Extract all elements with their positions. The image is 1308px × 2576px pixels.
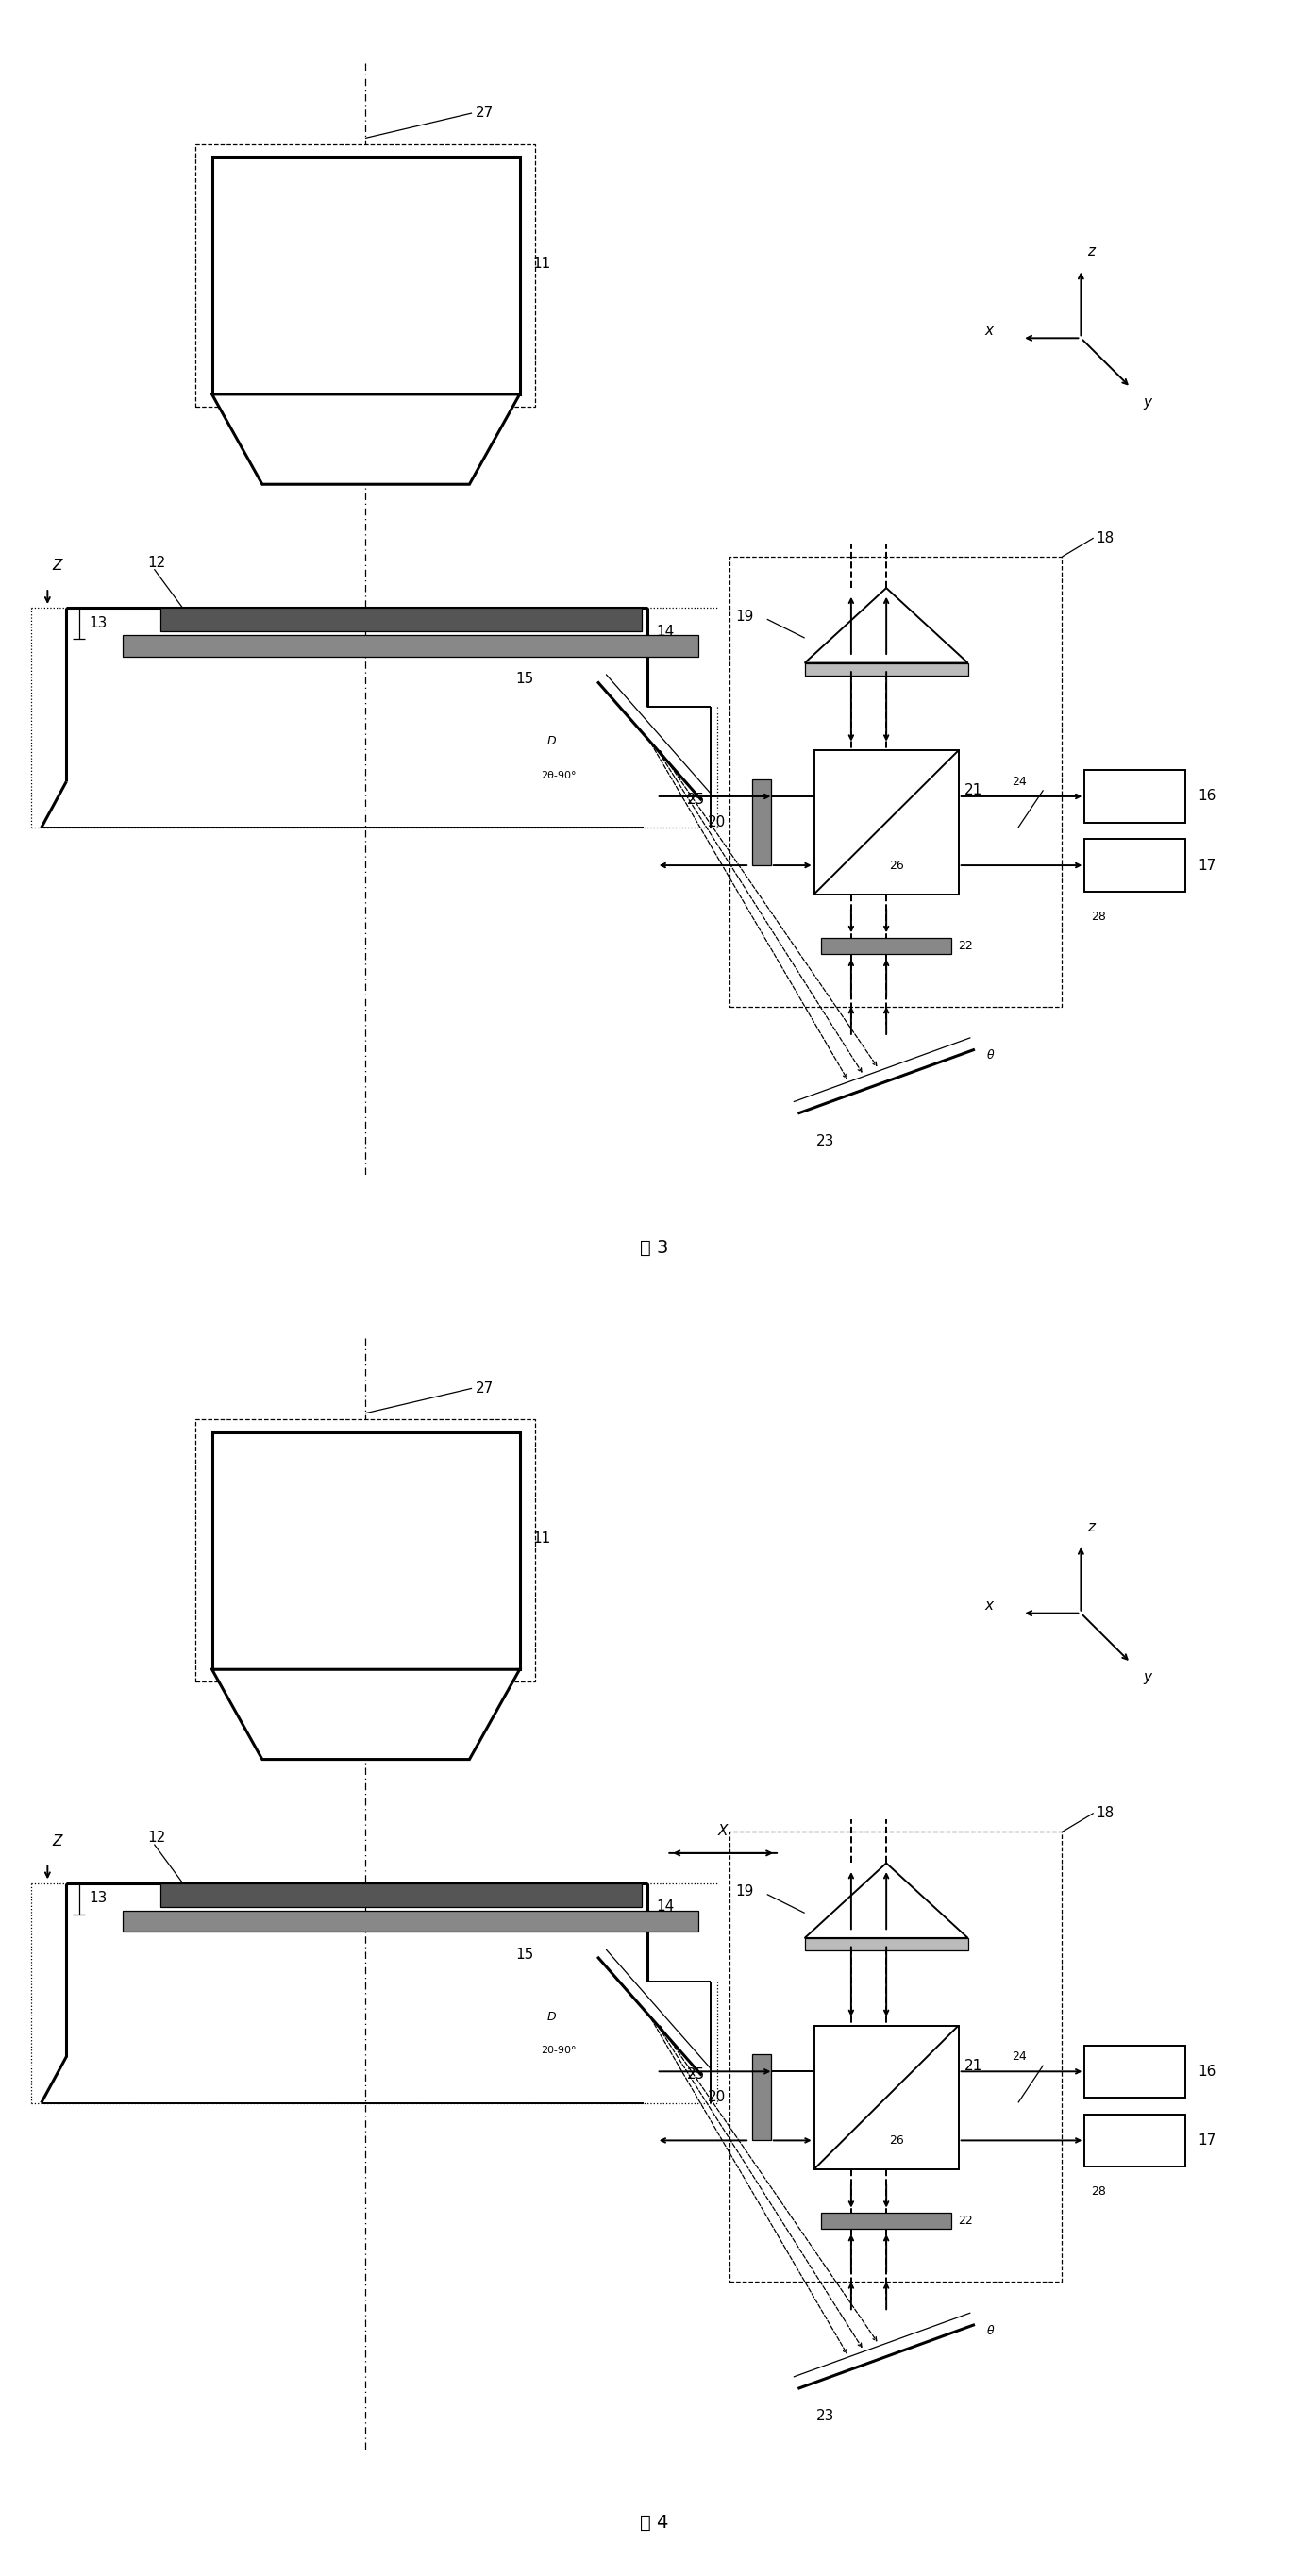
Text: 15: 15 bbox=[515, 672, 534, 685]
Text: x: x bbox=[985, 325, 993, 337]
Text: 23: 23 bbox=[816, 2409, 835, 2424]
Bar bbox=[212, 1432, 519, 1669]
Text: 15: 15 bbox=[515, 1947, 534, 1960]
Polygon shape bbox=[804, 1862, 968, 1937]
Bar bbox=[730, 556, 1062, 1007]
Bar bbox=[212, 157, 519, 394]
Text: 28: 28 bbox=[1091, 2184, 1107, 2197]
Text: 24: 24 bbox=[1012, 2050, 1027, 2063]
Bar bbox=[123, 636, 698, 657]
Text: 13: 13 bbox=[89, 616, 107, 631]
Text: 图 3: 图 3 bbox=[640, 1239, 668, 1257]
Text: 19: 19 bbox=[735, 1886, 753, 1899]
Text: z: z bbox=[1087, 245, 1095, 260]
Text: 24: 24 bbox=[1012, 775, 1027, 788]
Text: 图 4: 图 4 bbox=[640, 2514, 668, 2532]
Bar bbox=[196, 144, 535, 407]
Text: D: D bbox=[547, 737, 556, 747]
Text: 22: 22 bbox=[957, 2215, 972, 2228]
Text: θ: θ bbox=[988, 2324, 994, 2336]
Text: 20: 20 bbox=[708, 814, 726, 829]
Text: 12: 12 bbox=[148, 1832, 166, 1844]
Text: 2θ-90°: 2θ-90° bbox=[542, 770, 577, 781]
Bar bbox=[196, 1419, 535, 1682]
Text: 11: 11 bbox=[532, 258, 551, 270]
Text: D: D bbox=[547, 2012, 556, 2022]
Bar bbox=[1084, 840, 1185, 891]
Text: 14: 14 bbox=[657, 623, 675, 639]
Text: Z: Z bbox=[52, 559, 63, 572]
Text: 26: 26 bbox=[889, 2136, 904, 2146]
Text: 17: 17 bbox=[1198, 858, 1216, 873]
Bar bbox=[814, 2025, 959, 2169]
Text: 14: 14 bbox=[657, 1899, 675, 1914]
Text: z: z bbox=[1087, 1520, 1095, 1535]
Bar bbox=[804, 662, 968, 675]
Text: 16: 16 bbox=[1198, 788, 1216, 804]
Text: y: y bbox=[1143, 397, 1152, 410]
Text: 17: 17 bbox=[1198, 2133, 1216, 2148]
Bar bbox=[821, 938, 951, 953]
Text: 21: 21 bbox=[965, 783, 982, 799]
Text: 25: 25 bbox=[687, 2069, 705, 2081]
Text: 25: 25 bbox=[687, 793, 705, 806]
Text: 27: 27 bbox=[476, 106, 494, 121]
Bar bbox=[161, 608, 641, 631]
Bar bbox=[814, 750, 959, 894]
Text: X: X bbox=[718, 1824, 729, 1837]
Text: 18: 18 bbox=[1096, 531, 1114, 546]
Text: 27: 27 bbox=[476, 1381, 494, 1396]
Text: 12: 12 bbox=[148, 556, 166, 569]
Text: 26: 26 bbox=[889, 860, 904, 871]
Text: 16: 16 bbox=[1198, 2063, 1216, 2079]
Bar bbox=[730, 1832, 1062, 2282]
Bar bbox=[821, 2213, 951, 2228]
Bar bbox=[752, 2053, 770, 2141]
Polygon shape bbox=[212, 1669, 519, 1759]
Text: 2θ-90°: 2θ-90° bbox=[542, 2045, 577, 2056]
Bar bbox=[1084, 2115, 1185, 2166]
Text: 28: 28 bbox=[1091, 909, 1107, 922]
Text: θ: θ bbox=[988, 1048, 994, 1061]
Bar bbox=[804, 1937, 968, 1950]
Text: Z: Z bbox=[52, 1834, 63, 1847]
Bar bbox=[123, 1911, 698, 1932]
Polygon shape bbox=[212, 394, 519, 484]
Text: x: x bbox=[985, 1600, 993, 1613]
Text: 20: 20 bbox=[708, 2089, 726, 2105]
Text: 13: 13 bbox=[89, 1891, 107, 1906]
Text: 21: 21 bbox=[965, 2058, 982, 2074]
Text: 11: 11 bbox=[532, 1533, 551, 1546]
Text: 22: 22 bbox=[957, 940, 972, 953]
Bar bbox=[161, 1883, 641, 1906]
Text: 18: 18 bbox=[1096, 1806, 1114, 1821]
Bar bbox=[752, 778, 770, 866]
Polygon shape bbox=[804, 587, 968, 662]
Bar bbox=[1084, 2045, 1185, 2097]
Bar bbox=[1084, 770, 1185, 822]
Text: 19: 19 bbox=[735, 611, 753, 623]
Text: 23: 23 bbox=[816, 1133, 835, 1149]
Text: y: y bbox=[1143, 1672, 1152, 1685]
